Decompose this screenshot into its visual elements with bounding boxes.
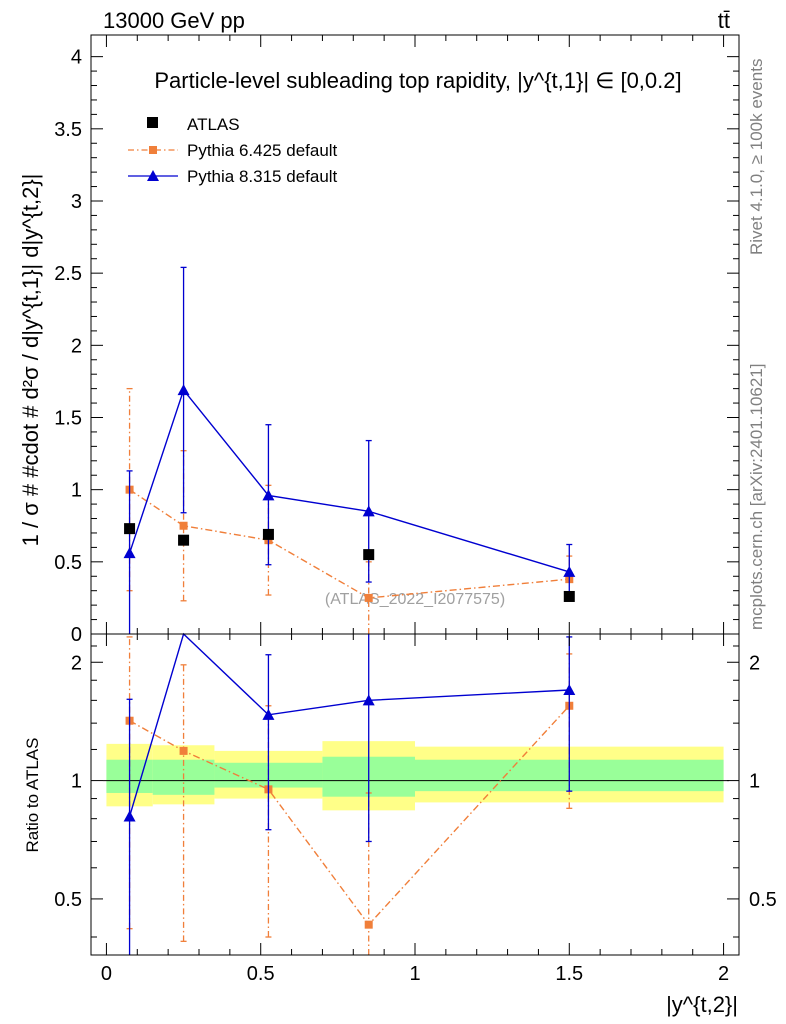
main-y-tick-label: 0: [71, 624, 82, 646]
pythia6-ratio-line: [129, 705, 570, 926]
mcplots-label: mcplots.cern.ch [arXiv:2401.10621]: [747, 364, 766, 630]
ratio-y-tick-label-left: 1: [71, 771, 82, 793]
ratio-y-tick-label-right: 2: [749, 652, 760, 674]
atlas-main-marker: [563, 590, 575, 602]
main-title: Particle-level subleading top rapidity, …: [154, 68, 681, 93]
main-x-ticks: [105, 35, 725, 634]
pythia8-main-marker: [262, 489, 275, 501]
ratio-bands: [106, 741, 724, 811]
ratio-y-tick-label-left: 0.5: [54, 889, 82, 911]
main-y-ticks: 0 0.5 1 1.5 2 2.5 3 3.5 4: [54, 47, 739, 646]
legend-pythia6-label: Pythia 6.425 default: [187, 141, 338, 160]
main-y-tick-label: 1: [71, 480, 82, 502]
atlas-main-marker: [124, 523, 136, 535]
pythia8-main-marker: [362, 505, 375, 517]
pythia8-ratio-marker: [262, 708, 275, 720]
pythia8-main-marker: [563, 565, 576, 577]
ratio-x-tick-label: 1.5: [555, 963, 583, 985]
atlas-main-marker: [363, 549, 375, 561]
ratio-x-tick-label: 0.5: [247, 963, 275, 985]
pythia6-main-marker: [179, 521, 188, 530]
main-series: [123, 266, 576, 634]
ratio-y-tick-label-right: 1: [749, 771, 760, 793]
legend-pythia6-marker: [149, 146, 157, 154]
ratio-y-tick-label-right: 0.5: [749, 889, 777, 911]
ratio-x-tick-label: 0: [101, 963, 112, 985]
ratio-series: [123, 632, 576, 955]
pythia8-ratio-marker: [563, 684, 576, 696]
pythia6-ratio-marker: [364, 920, 373, 929]
x-axis-title: |y^{t,2}|: [666, 992, 738, 1017]
pythia6-main-line: [129, 489, 570, 599]
main-watermark: (ATLAS_2022_I2077575): [325, 591, 505, 608]
legend: ATLAS Pythia 6.425 default Pythia 8.315 …: [128, 115, 338, 186]
pythia8-main-line: [128, 388, 570, 573]
pythia8-ratio-marker: [123, 810, 136, 822]
ratio-x-tick-label: 2: [718, 963, 729, 985]
main-y-tick-label: 2.5: [54, 263, 82, 285]
pythia8-main-marker: [123, 547, 136, 559]
main-y-tick-label: 0.5: [54, 552, 82, 574]
main-y-tick-label: 1.5: [54, 407, 82, 429]
atlas-main-marker: [262, 528, 274, 540]
pythia6-main-marker: [364, 593, 373, 602]
energy-label: 13000 GeV pp: [103, 8, 245, 33]
atlas-main-marker: [178, 534, 190, 546]
legend-atlas-marker: [147, 117, 158, 128]
ratio-panel: Ratio to ATLAS 0.5 0.5 1 1 2 2 0 0.5 1 1.5 2 |y^{…: [23, 632, 777, 1017]
legend-pythia8-label: Pythia 8.315 default: [187, 167, 338, 186]
ratio-x-ticks: 0 0.5 1 1.5 2: [101, 634, 729, 985]
main-y-tick-label: 3.5: [54, 119, 82, 141]
ratio-y-tick-label-left: 2: [71, 652, 82, 674]
main-panel: Particle-level subleading top rapidity, …: [18, 34, 740, 646]
legend-atlas-label: ATLAS: [187, 115, 240, 134]
main-y-tick-label: 2: [71, 335, 82, 357]
process-label: tt̄: [718, 8, 730, 33]
pythia8-main-marker: [177, 384, 190, 396]
main-y-axis-title: 1 / σ # #cdot # d²σ / d|y^{t,1}| d|y^{t,…: [18, 174, 43, 547]
pythia8-ratio-marker: [362, 694, 375, 706]
rivet-version-label: Rivet 4.1.0, ≥ 100k events: [747, 59, 766, 255]
legend-pythia8-marker: [147, 170, 159, 181]
main-y-tick-label: 4: [71, 47, 82, 69]
main-y-tick-label: 3: [71, 191, 82, 213]
ratio-x-tick-label: 1: [409, 963, 420, 985]
pythia6-ratio-marker: [179, 746, 188, 755]
ratio-y-axis-title: Ratio to ATLAS: [23, 738, 42, 853]
ratio-y-ticks: 0.5 0.5 1 1 2 2: [54, 645, 777, 938]
